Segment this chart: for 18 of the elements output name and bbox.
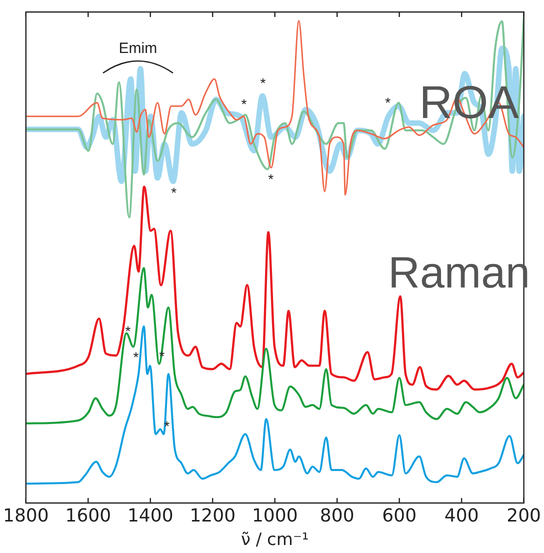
annotation: Emim [118,40,158,57]
x-tick-label: 200 [506,505,541,526]
x-tick-label: 1600 [65,505,112,526]
annotation: * [125,322,132,339]
x-tick-label: 1200 [190,505,236,526]
annotation: * [385,94,392,111]
x-tick-label: 600 [382,505,417,526]
annotation: * [241,96,248,112]
x-tick-label: 1400 [127,505,174,526]
annotation: * [260,75,266,92]
annotation: * [268,170,274,187]
x-tick-label: 400 [444,505,479,526]
x-tick-label: 1800 [3,505,49,526]
annotation: * [171,184,178,201]
x-tick-label: 1000 [252,505,298,526]
x-tick-label: 800 [320,505,354,526]
annotation: * [133,349,140,366]
x-axis-title: ν̃ / cm⁻¹ [240,530,309,550]
